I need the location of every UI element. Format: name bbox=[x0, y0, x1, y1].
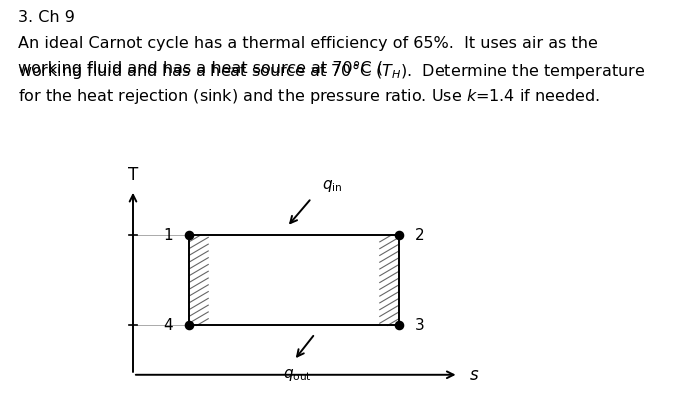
Text: $q_\mathrm{in}$: $q_\mathrm{in}$ bbox=[322, 178, 342, 194]
Text: 3. Ch 9: 3. Ch 9 bbox=[18, 10, 74, 25]
Point bbox=[183, 322, 195, 329]
Point bbox=[393, 322, 405, 329]
Text: 4: 4 bbox=[164, 318, 174, 333]
Text: 1: 1 bbox=[164, 228, 174, 243]
Point bbox=[183, 232, 195, 238]
Point bbox=[393, 232, 405, 238]
Text: 3: 3 bbox=[414, 318, 424, 333]
Text: $s$: $s$ bbox=[469, 366, 480, 384]
Text: working fluid and has a heat source at 70°C (: working fluid and has a heat source at 7… bbox=[18, 61, 383, 76]
Text: 2: 2 bbox=[414, 228, 424, 243]
Text: An ideal Carnot cycle has a thermal efficiency of 65%.  It uses air as the: An ideal Carnot cycle has a thermal effi… bbox=[18, 36, 597, 51]
Text: T: T bbox=[128, 166, 138, 184]
Text: working fluid and has a heat source at 70°C ($T_H$).  Determine the temperature: working fluid and has a heat source at 7… bbox=[18, 61, 645, 81]
Text: $q_\mathrm{out}$: $q_\mathrm{out}$ bbox=[283, 367, 312, 383]
Text: for the heat rejection (sink) and the pressure ratio. Use $k$=1.4 if needed.: for the heat rejection (sink) and the pr… bbox=[18, 87, 599, 106]
